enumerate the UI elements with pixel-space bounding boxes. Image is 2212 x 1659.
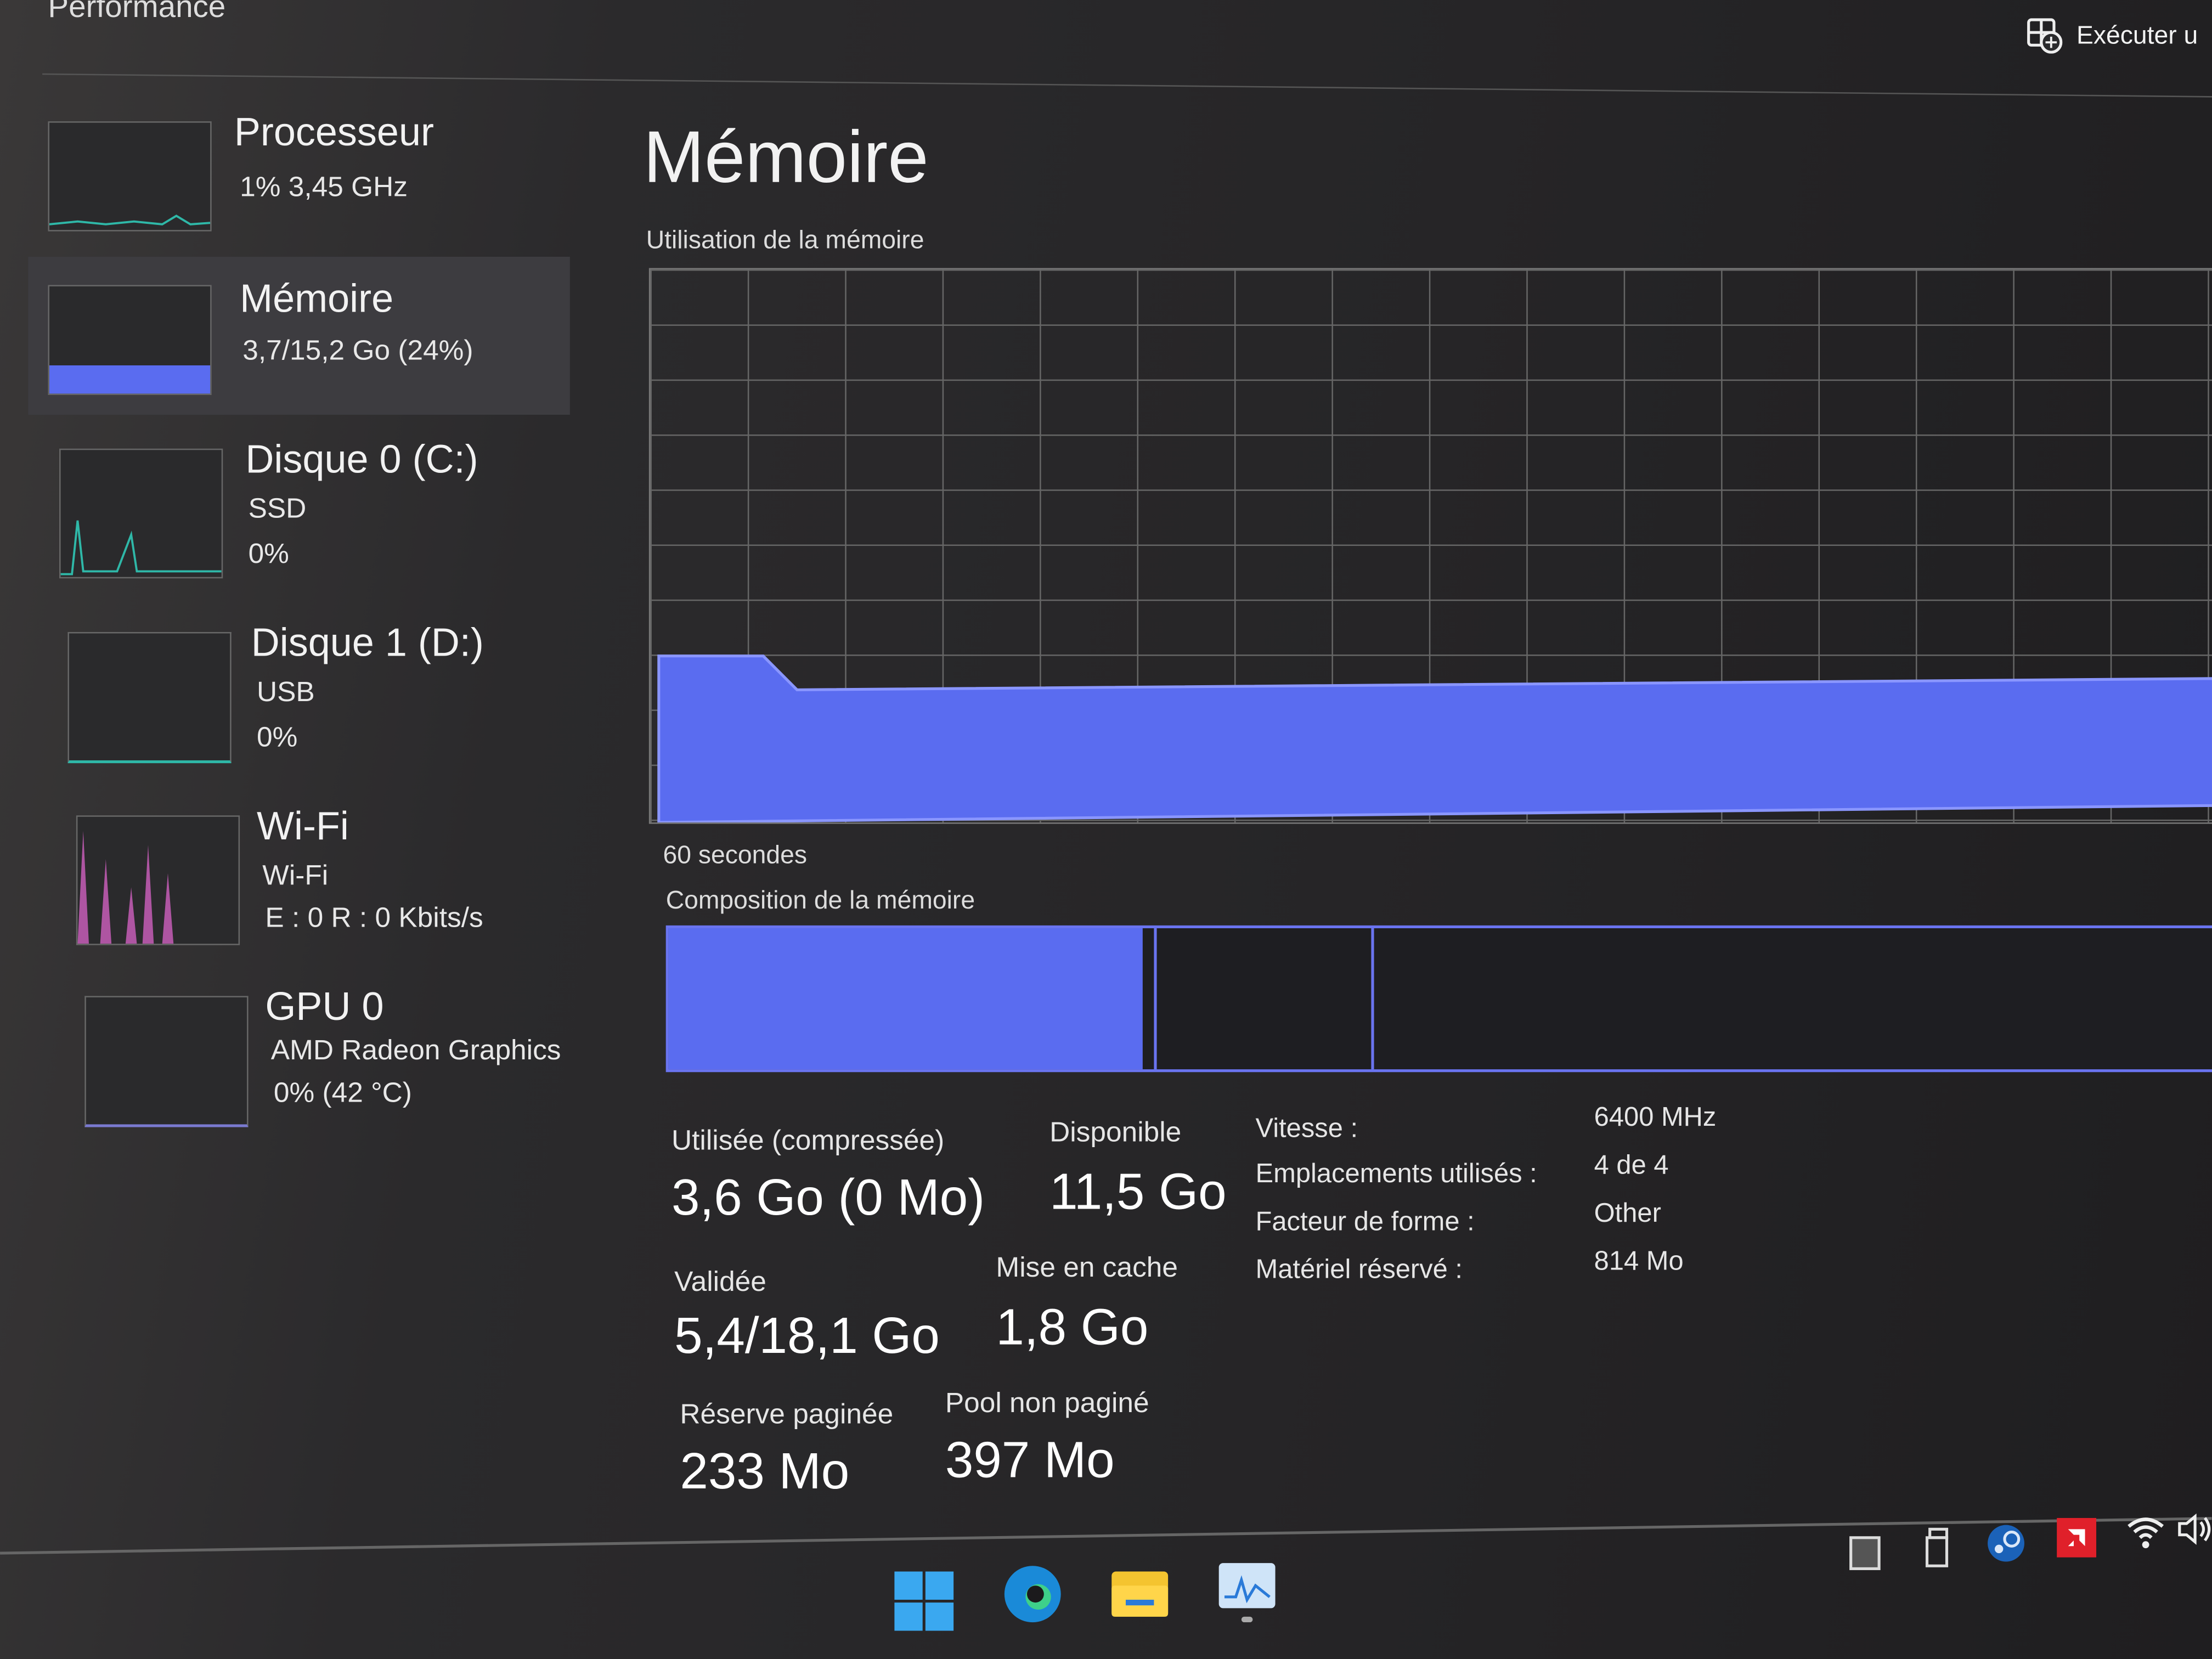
usage-graph-label: Utilisation de la mémoire <box>646 225 924 254</box>
composition-modified <box>1154 928 1157 1070</box>
slots-label: Emplacements utilisés : <box>1255 1159 1537 1189</box>
memory-composition-bar <box>665 925 2212 1073</box>
memory-usage-graph <box>648 268 2212 824</box>
sidebar-label: Mémoire <box>240 276 394 320</box>
memory-usage-area <box>657 654 2212 823</box>
sidebar-sub: 3,7/15,2 Go (24%) <box>242 335 473 367</box>
disk1-thumbnail-graph <box>67 631 232 764</box>
sidebar-sub: SSD <box>248 493 307 525</box>
committed-label: Validée <box>674 1267 766 1298</box>
nonpaged-pool-label: Pool non paginé <box>945 1388 1149 1419</box>
page-header-title: Performance <box>48 0 226 24</box>
file-explorer-icon[interactable] <box>1109 1563 1171 1625</box>
sidebar-sub: AMD Radeon Graphics <box>270 1035 561 1066</box>
sidebar-sub: USB <box>256 677 315 708</box>
sidebar-sub: 1% 3,45 GHz <box>240 172 408 204</box>
sidebar-sub: E : 0 R : 0 Kbits/s <box>265 902 483 934</box>
sidebar-item-memory[interactable]: Mémoire 3,7/15,2 Go (24%) <box>28 256 570 415</box>
gpu-thumbnail-graph <box>84 996 249 1127</box>
memory-thumbnail-graph <box>48 285 212 395</box>
sidebar-label: Disque 1 (D:) <box>251 620 484 665</box>
available-label: Disponible <box>1049 1117 1182 1149</box>
composition-in-use <box>668 928 1143 1070</box>
sidebar-label: Processeur <box>234 110 435 154</box>
run-task-icon <box>2027 18 2063 54</box>
volume-icon[interactable] <box>2175 1509 2212 1546</box>
windows-start-icon[interactable] <box>894 1571 956 1634</box>
paged-pool-label: Réserve paginée <box>680 1399 894 1431</box>
sidebar-sub: 0% <box>248 539 289 570</box>
committed-value: 5,4/18,1 Go <box>674 1306 940 1364</box>
composition-label: Composition de la mémoire <box>665 885 975 915</box>
sidebar-sub: 0% <box>256 722 298 754</box>
steam-icon[interactable] <box>1987 1523 2024 1562</box>
composition-standby-divider <box>1371 928 1374 1070</box>
used-value: 3,6 Go (0 Mo) <box>671 1168 985 1226</box>
sidebar-sub: 0% (42 °C) <box>273 1077 412 1109</box>
hardware-reserved-label: Matériel réservé : <box>1255 1255 1463 1285</box>
form-factor-value: Other <box>1594 1199 1661 1229</box>
cached-value: 1,8 Go <box>996 1297 1149 1356</box>
sidebar-item-wifi[interactable]: Wi-Fi Wi-Fi E : 0 R : 0 Kbits/s <box>28 804 569 962</box>
sidebar-item-gpu[interactable]: GPU 0 AMD Radeon Graphics 0% (42 °C) <box>28 985 569 1143</box>
task-manager-icon[interactable] <box>1216 1560 1278 1623</box>
disk0-thumbnail-graph <box>59 448 223 579</box>
run-task-label: Exécuter u <box>2076 20 2198 49</box>
cached-label: Mise en cache <box>996 1252 1178 1284</box>
sidebar-sub: Wi-Fi <box>262 860 329 892</box>
speed-label: Vitesse : <box>1255 1114 1358 1144</box>
available-value: 11,5 Go <box>1049 1162 1227 1221</box>
tray-app-icon[interactable] <box>1848 1535 1885 1572</box>
cpu-thumbnail-graph <box>48 121 212 232</box>
time-axis-label: 60 secondes <box>663 840 808 869</box>
edge-icon[interactable] <box>1002 1563 1064 1625</box>
sidebar-label: Wi-Fi <box>256 804 349 848</box>
sidebar-item-disk-1[interactable]: Disque 1 (D:) USB 0% <box>28 620 569 778</box>
used-label: Utilisée (compressée) <box>671 1125 945 1157</box>
nonpaged-pool-value: 397 Mo <box>945 1430 1115 1488</box>
amd-icon[interactable] <box>2057 1517 2097 1558</box>
form-factor-label: Facteur de forme : <box>1255 1207 1475 1238</box>
wifi-icon[interactable] <box>2125 1513 2164 1549</box>
sidebar-item-disk-0[interactable]: Disque 0 (C:) SSD 0% <box>28 437 569 595</box>
speed-value: 6400 MHz <box>1594 1103 1717 1133</box>
hardware-reserved-value: 814 Mo <box>1594 1247 1684 1277</box>
slots-value: 4 de 4 <box>1594 1151 1669 1181</box>
sidebar-item-processor[interactable]: Processeur 1% 3,45 GHz <box>28 110 569 268</box>
sidebar-label: Disque 0 (C:) <box>245 437 478 481</box>
wifi-thumbnail-graph <box>76 815 240 945</box>
header-divider <box>42 73 2212 98</box>
page-title: Mémoire <box>643 117 929 199</box>
sidebar-label: GPU 0 <box>265 984 384 1029</box>
usb-drive-icon[interactable] <box>1921 1526 1958 1567</box>
paged-pool-value: 233 Mo <box>680 1441 850 1500</box>
run-new-task-button[interactable]: Exécuter u <box>2025 17 2198 54</box>
